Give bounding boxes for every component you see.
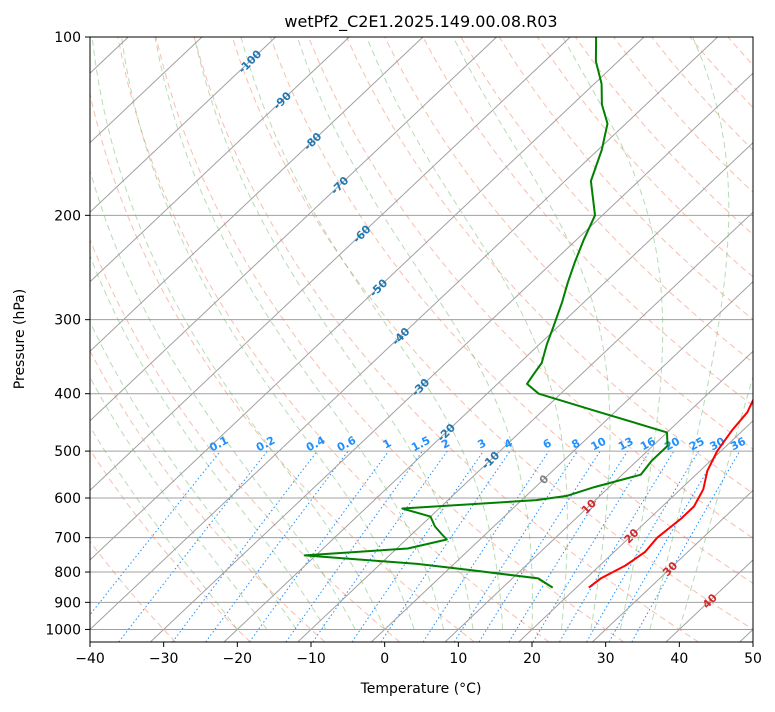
y-tick-label: 1000 [45, 622, 81, 638]
x-tick-label: 40 [670, 651, 688, 667]
y-tick-label: 700 [54, 531, 81, 547]
x-tick-label: 30 [597, 651, 615, 667]
y-tick-label: 800 [54, 565, 81, 581]
y-tick-label: 100 [54, 30, 81, 46]
x-axis-label: Temperature (°C) [360, 681, 482, 697]
x-tick-label: −30 [149, 651, 179, 667]
x-tick-label: −10 [296, 651, 326, 667]
y-tick-label: 400 [54, 387, 81, 403]
x-tick-label: −20 [223, 651, 253, 667]
x-tick-label: 0 [380, 651, 389, 667]
x-tick-label: 10 [449, 651, 467, 667]
y-tick-label: 900 [54, 595, 81, 611]
y-axis-label: Pressure (hPa) [12, 289, 28, 389]
y-tick-label: 500 [54, 444, 81, 460]
chart-title: wetPf2_C2E1.2025.149.00.08.R03 [284, 12, 557, 32]
y-tick-label: 200 [54, 208, 81, 224]
x-tick-label: 20 [523, 651, 541, 667]
y-tick-label: 600 [54, 491, 81, 507]
x-tick-label: 50 [744, 651, 762, 667]
x-tick-label: −40 [75, 651, 105, 667]
y-tick-label: 300 [54, 313, 81, 329]
